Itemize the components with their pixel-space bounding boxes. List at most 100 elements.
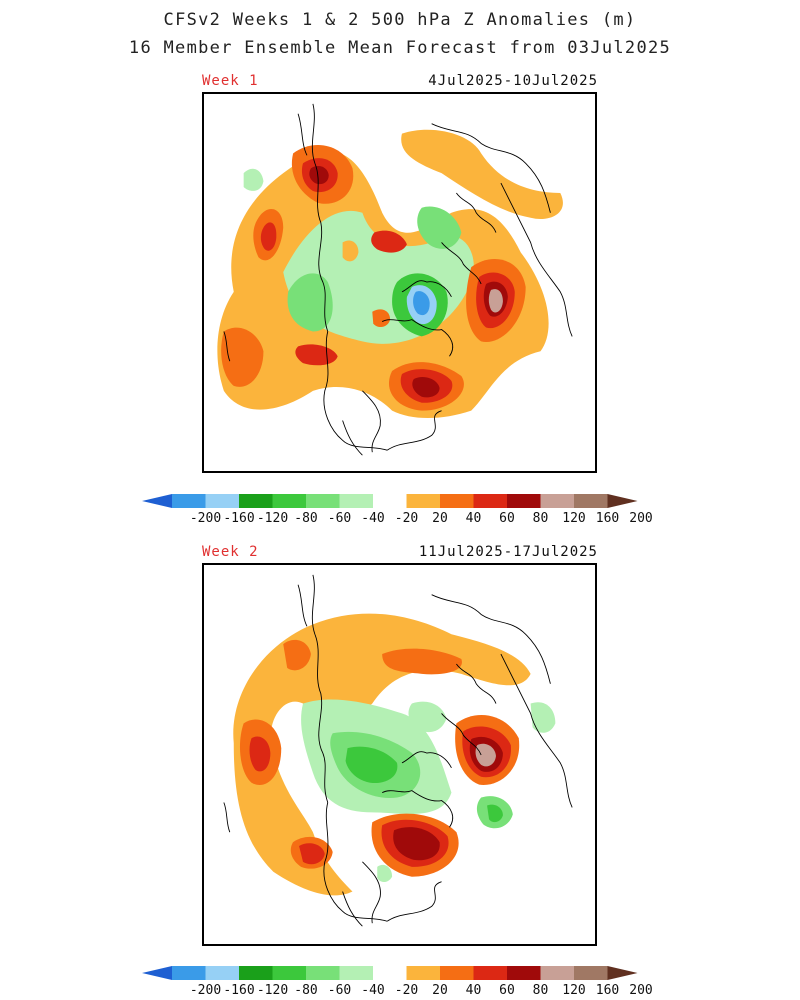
w1-neg-top [417, 206, 462, 249]
colorbar-tick-label: -200 [189, 983, 222, 998]
map-subtitle: 16 Member Ensemble Mean Forecast from 03… [128, 38, 672, 58]
w2-coast-d [431, 594, 551, 684]
colorbar-tick-label: -160 [223, 511, 255, 526]
colorbar-tick-label: -160 [223, 983, 255, 998]
colorbar-tick-label: -200 [189, 511, 222, 526]
colorbar-tick-label: 80 [532, 511, 549, 526]
colorbar-swatch [339, 494, 373, 508]
colorbar-tick-label: 40 [465, 983, 482, 998]
w2-neg-small [377, 864, 393, 883]
colorbar-swatch [507, 966, 541, 980]
w2-neg-upper [408, 701, 447, 733]
colorbar-swatch [205, 966, 239, 980]
colorbar-swatch [473, 966, 507, 980]
colorbar-tick-label: 40 [465, 511, 482, 526]
colorbar-tick-label: -120 [256, 511, 289, 526]
colorbar-swatch [440, 966, 474, 980]
w2-pos-left-core [249, 736, 271, 772]
w1-pos-south-peak [412, 377, 440, 398]
colorbar-swatch [373, 966, 407, 980]
colorbar-swatch [306, 494, 340, 508]
w2-coast-k [297, 584, 308, 627]
w1-coast-h [362, 390, 381, 453]
colorbar-tick-label: 80 [532, 983, 549, 998]
colorbar-high-arrow [607, 494, 638, 508]
w2-neg-core [345, 746, 398, 784]
colorbar-swatch [540, 966, 574, 980]
week1-anomaly-fields [217, 129, 563, 419]
colorbar-tick-label: 20 [432, 511, 448, 526]
colorbar-swatch [440, 494, 474, 508]
colorbar-tick-label: -80 [294, 983, 318, 998]
colorbar-tick-label: -20 [394, 511, 419, 526]
colorbar-high-arrow [607, 966, 638, 980]
w1-coast-i [456, 192, 497, 233]
colorbar-tick-label: -60 [327, 983, 352, 998]
w2-coast-j [441, 713, 482, 756]
week2-label: Week 2 [202, 544, 259, 560]
colorbar-tick-label: 200 [629, 983, 653, 998]
colorbar-low-arrow [142, 966, 172, 980]
colorbar-labels-week1: -200 -160 -120 -80 -60 -40 -20 20 40 60 80 120 160 20… [0, 511, 800, 527]
colorbar-tick-label: 60 [499, 983, 515, 998]
colorbar-low-arrow [142, 494, 172, 508]
colorbar-tick-label: 120 [562, 983, 586, 998]
w2-pos-southwest-core [299, 843, 325, 865]
colorbar-swatch [373, 494, 407, 508]
w1-coast-c [386, 410, 442, 451]
w2-pos-top [382, 648, 462, 675]
w2-neg-far-right [530, 702, 556, 733]
colorbar-swatch [239, 494, 273, 508]
w2-coast-h [362, 861, 381, 924]
w1-coast-g [401, 280, 452, 298]
week1-map-canvas [217, 103, 573, 456]
w1-coast-f [381, 319, 454, 357]
w2-neg-right-core [487, 804, 503, 823]
map-title: CFSv2 Weeks 1 & 2 500 hPa Z Anomalies (m… [163, 10, 637, 30]
w1-coast-m [342, 420, 363, 456]
colorbar-week1 [142, 494, 638, 508]
w1-pos-small-2 [371, 230, 407, 253]
colorbar-swatch [306, 966, 340, 980]
w2-coast-i [456, 663, 497, 704]
colorbar-swatch [205, 494, 239, 508]
w2-coast-m [342, 891, 363, 927]
w2-coast-e [500, 653, 573, 808]
colorbar-tick-label: 160 [595, 983, 620, 998]
w2-coast-c [386, 881, 442, 922]
colorbar-tick-label: 20 [432, 983, 448, 998]
colorbar-swatch [406, 494, 440, 508]
w1-coast-e [500, 182, 573, 337]
w1-pos-small-3 [342, 240, 359, 262]
w2-coast-a [311, 574, 329, 803]
w1-coast-d [431, 123, 551, 213]
w2-coast-g [401, 751, 452, 769]
colorbar-swatch [574, 494, 608, 508]
w1-pos-southwest [221, 327, 264, 387]
w1-low-core [413, 291, 430, 316]
w1-coast-j [441, 242, 482, 285]
colorbar-tick-label: 120 [562, 511, 586, 526]
w1-pos-west-core [260, 222, 277, 251]
w2-pos-south-peak [393, 827, 440, 861]
w2-pos-topleft [283, 639, 311, 671]
w2-coast-b [323, 802, 388, 922]
colorbar-swatch [272, 494, 306, 508]
week1-dates: 4Jul2025-10Jul2025 [428, 73, 598, 89]
colorbar-tick-label: 160 [595, 511, 620, 526]
w2-pos-east-peak [475, 743, 496, 767]
week2-dates: 11Jul2025-17Jul2025 [418, 544, 598, 560]
w2-ring-positive [233, 613, 531, 896]
colorbar-swatch [406, 966, 440, 980]
colorbar-tick-label: 60 [499, 511, 515, 526]
colorbar-swatch [507, 494, 541, 508]
w1-pos-east-peak [488, 289, 503, 313]
week2-map-canvas [223, 574, 573, 927]
colorbar-labels-week2: -200 -160 -120 -80 -60 -40 -20 20 40 60 80 120 160 20… [0, 983, 800, 999]
w1-neg-small [243, 168, 264, 191]
colorbar-swatch [574, 966, 608, 980]
colorbar-tick-label: -40 [361, 983, 385, 998]
colorbar-swatch [473, 494, 507, 508]
colorbar-tick-label: -120 [256, 983, 289, 998]
week2-map [202, 563, 597, 946]
